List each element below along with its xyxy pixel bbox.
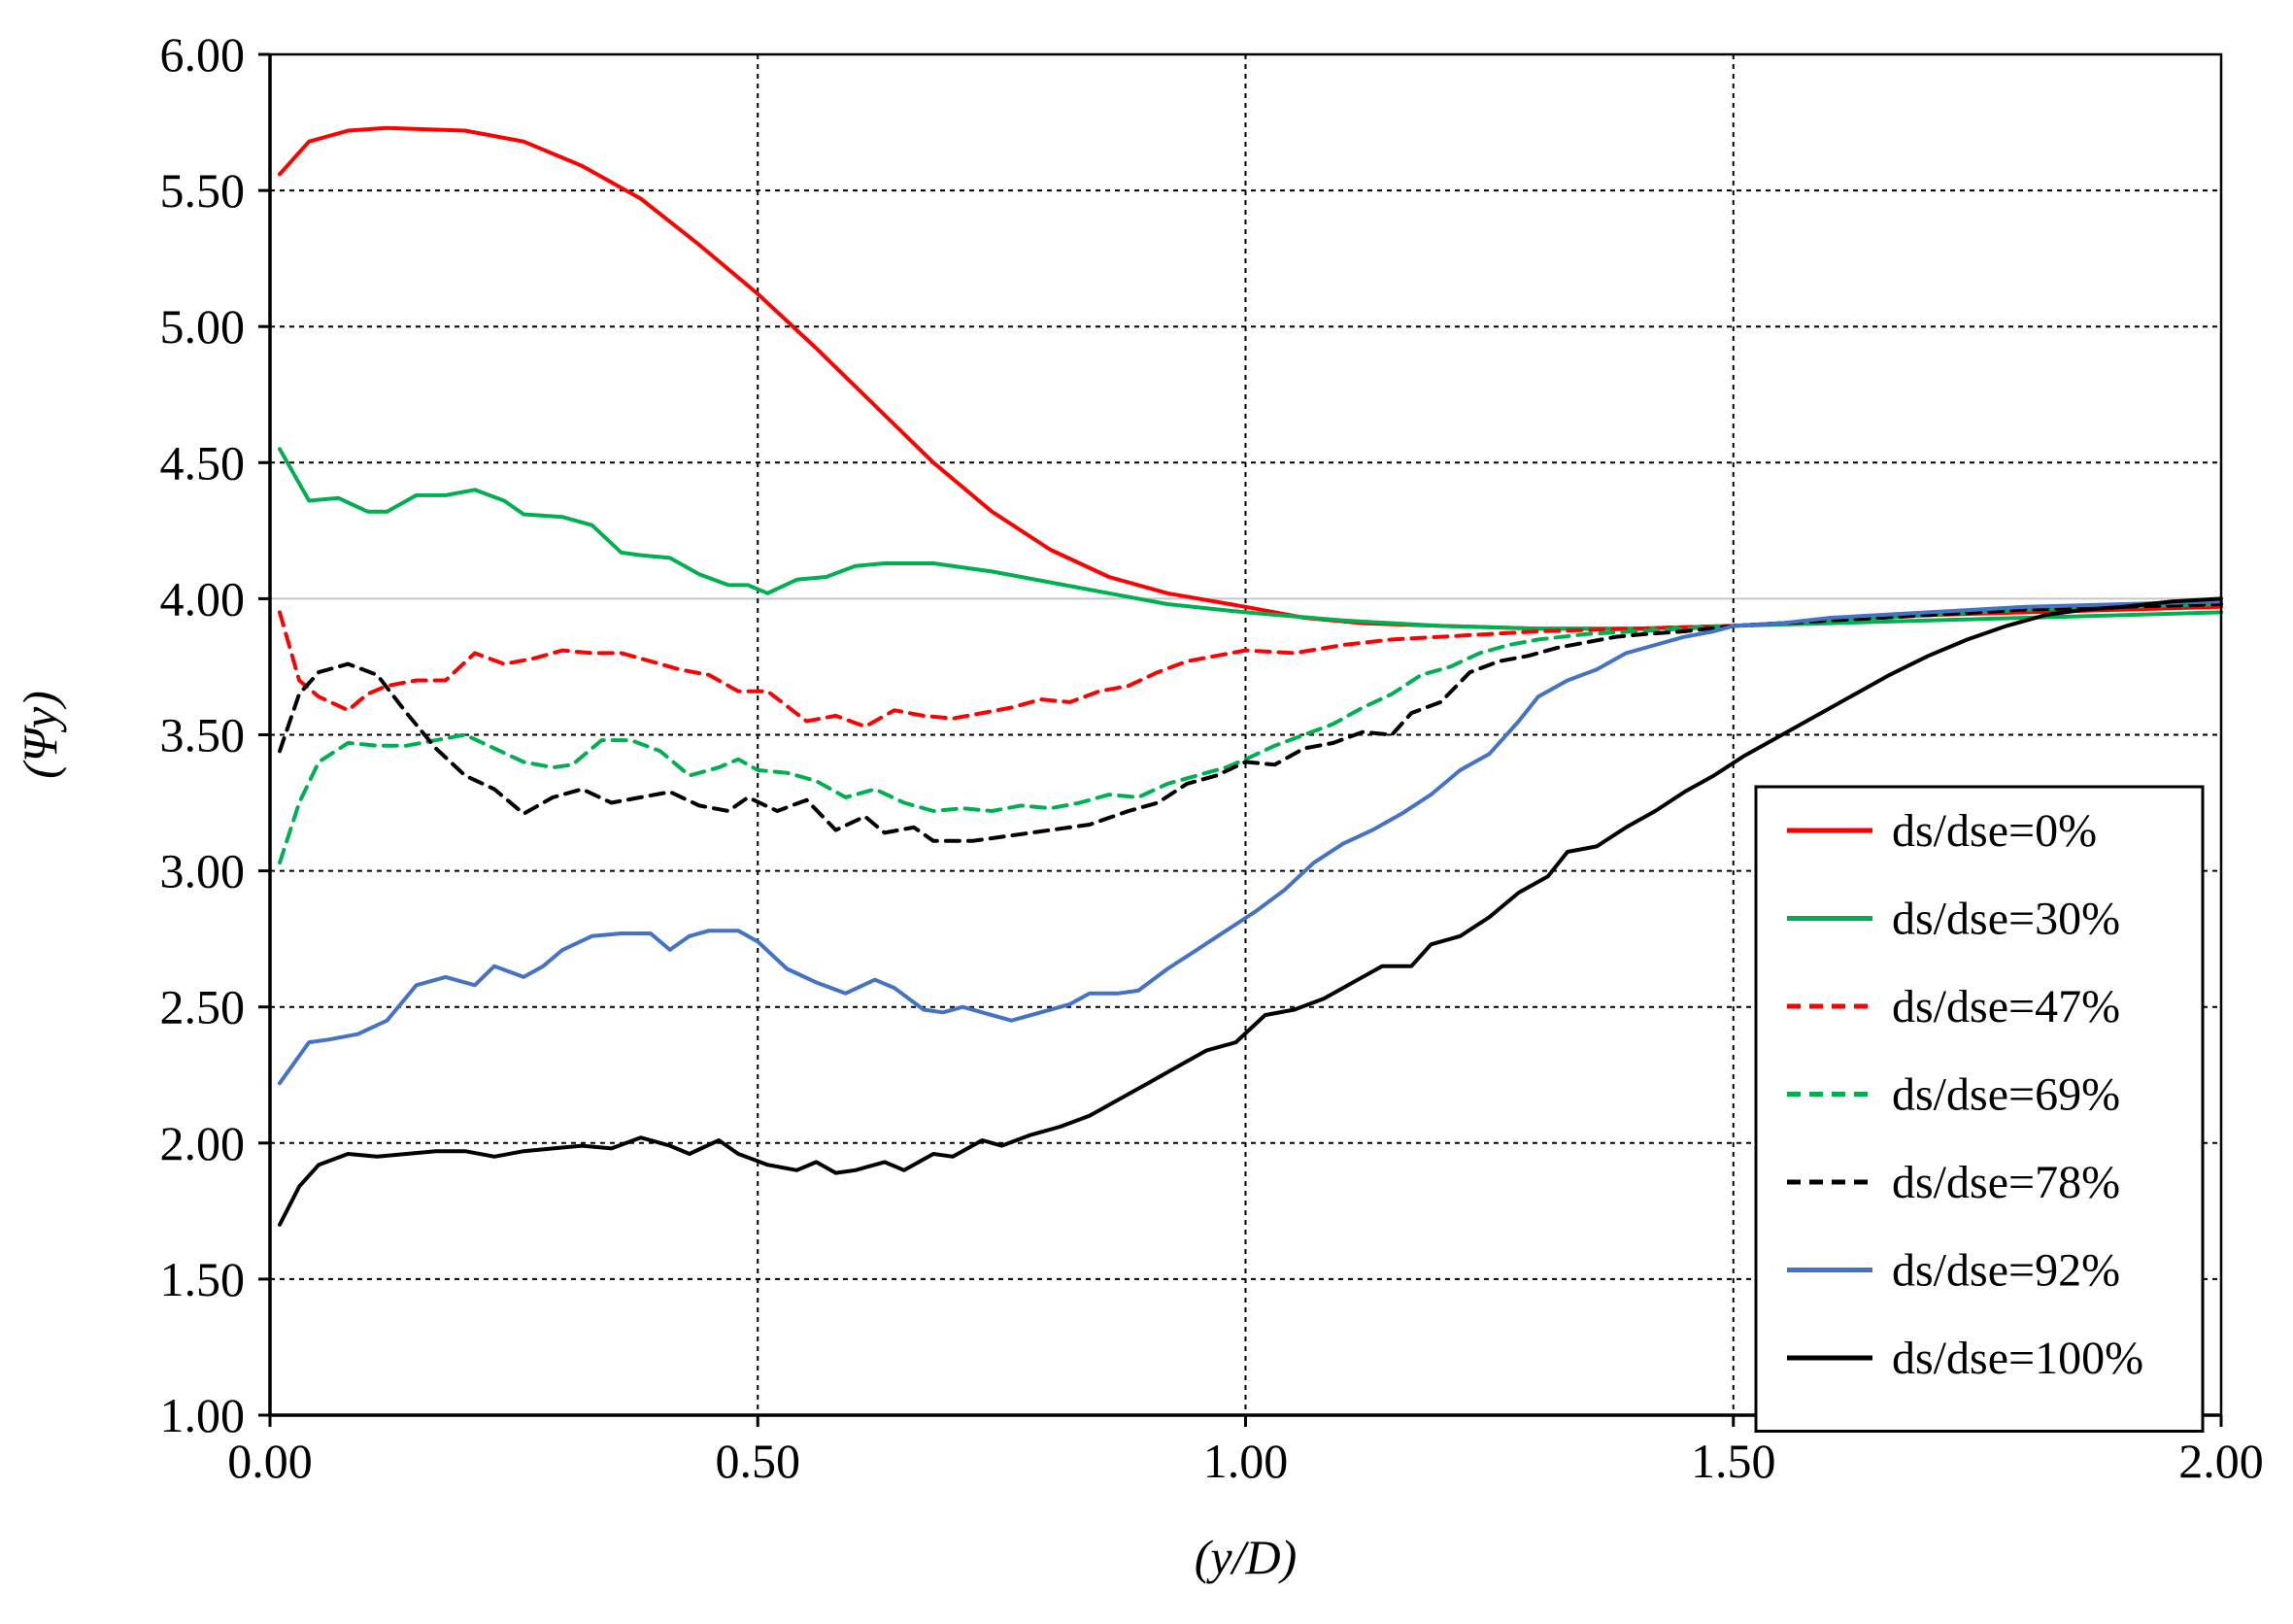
legend-label: ds/dse=69%: [1892, 1069, 2120, 1121]
series-line-5: [278, 602, 2223, 843]
series-line-4: [278, 602, 2223, 865]
x-tick-label: 1.50: [1691, 1434, 1776, 1488]
y-tick-label: 2.00: [160, 1116, 246, 1170]
y-tick-label: 4.50: [160, 435, 246, 490]
legend-label: ds/dse=92%: [1892, 1245, 2120, 1297]
series-lines: [278, 125, 2223, 1227]
y-tick-label: 1.50: [160, 1252, 246, 1306]
series-line-7: [278, 596, 2223, 1227]
x-tick-label: 2.00: [2178, 1434, 2264, 1488]
y-tick-label: 3.50: [160, 708, 246, 762]
legend-box: [1754, 785, 2205, 1433]
legend-label: ds/dse=100%: [1892, 1333, 2143, 1384]
y-tick-label: 4.00: [160, 571, 246, 626]
x-axis-label: (y/D): [1195, 1530, 1298, 1584]
tick-labels: 1.00 1.50 2.00 2.50 3.00 3.50 4.00 4.50 5.00 5.50…: [160, 27, 2264, 1488]
x-tick-label: 0.00: [227, 1434, 313, 1488]
legend-label: ds/dse=30%: [1892, 894, 2120, 945]
legend-label: ds/dse=78%: [1892, 1157, 2120, 1208]
legend: ds/dse=0% ds/dse=30% ds/dse=47% ds/dse=69% d…: [1754, 785, 2205, 1433]
legend-label: ds/dse=0%: [1892, 805, 2097, 857]
x-tick-label: 1.00: [1203, 1434, 1289, 1488]
y-tick-label: 5.00: [160, 299, 246, 354]
y-tick-label: 3.00: [160, 844, 246, 898]
series-line-3: [278, 602, 2223, 729]
y-axis-label: (Ψy): [13, 691, 67, 779]
y-tick-label: 2.50: [160, 980, 246, 1034]
y-tick-label: 5.50: [160, 163, 246, 218]
y-tick-label: 6.00: [160, 27, 246, 82]
series-line-6: [278, 599, 2223, 1086]
x-tick-label: 0.50: [716, 1434, 801, 1488]
legend-label: ds/dse=47%: [1892, 981, 2120, 1032]
gridlines: [270, 54, 2221, 1415]
y-tick-label: 1.00: [160, 1388, 246, 1442]
